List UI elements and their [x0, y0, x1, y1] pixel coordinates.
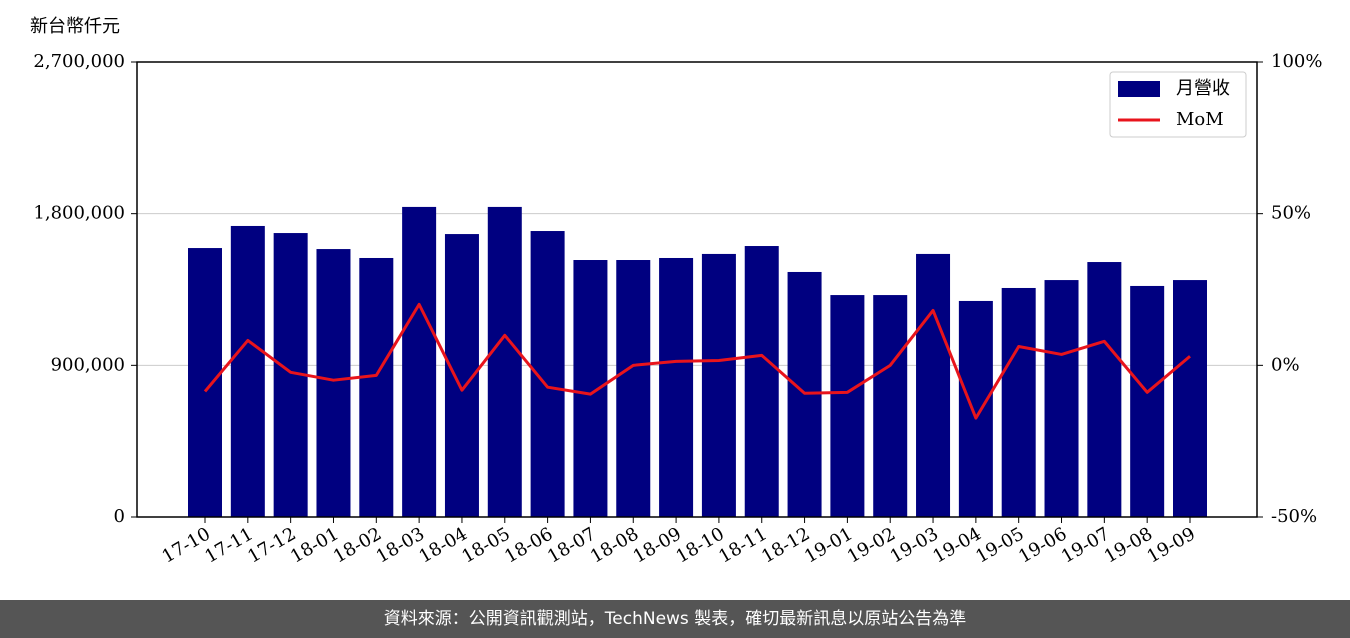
- y-tick-label: 2,700,000: [33, 51, 125, 72]
- y2-tick-label: 100%: [1271, 51, 1322, 72]
- x-tick-label: 18-08: [587, 523, 642, 567]
- legend-label: MoM: [1176, 109, 1224, 130]
- x-tick-label: 19-02: [844, 523, 899, 567]
- legend-label: 月營收: [1176, 78, 1230, 99]
- bar: [316, 249, 351, 518]
- bar: [573, 260, 608, 517]
- x-tick-label: 17-10: [159, 523, 214, 567]
- bar: [359, 257, 394, 517]
- y2-tick-label: 50%: [1271, 203, 1311, 224]
- x-tick-label: 18-11: [715, 523, 770, 567]
- x-tick-label: 19-01: [801, 523, 856, 567]
- bar: [1130, 285, 1165, 517]
- x-tick-label: 19-03: [887, 523, 942, 567]
- footer: 資料來源：公開資訊觀測站，TechNews 製表，確切最新訊息以原站公告為準: [0, 600, 1350, 638]
- bar: [830, 295, 865, 517]
- x-tick-label: 18-07: [544, 523, 599, 567]
- bar: [916, 253, 951, 517]
- x-tick-label: 18-02: [330, 523, 385, 567]
- y-tick-label: 900,000: [51, 354, 125, 375]
- y2-tick-label: -50%: [1271, 506, 1317, 527]
- x-tick-label: 18-01: [287, 523, 342, 567]
- bar: [487, 206, 522, 518]
- y-tick-label: 0: [114, 506, 125, 527]
- legend-swatch: [1118, 81, 1160, 97]
- bar: [1087, 262, 1122, 517]
- bar: [958, 300, 993, 517]
- x-tick-label: 18-03: [373, 523, 428, 567]
- y-tick-label: 1,800,000: [33, 203, 125, 224]
- x-tick-label: 19-04: [929, 523, 984, 567]
- x-tick-label: 18-12: [758, 523, 813, 567]
- x-tick-label: 19-05: [972, 523, 1027, 567]
- x-tick-label: 18-09: [630, 523, 685, 567]
- x-tick-label: 17-12: [244, 523, 299, 567]
- x-tick-label: 19-06: [1015, 523, 1070, 567]
- bar: [188, 248, 222, 518]
- x-tick-label: 19-09: [1144, 523, 1199, 567]
- line: [203, 302, 1191, 420]
- x-tick-label: 18-10: [672, 523, 727, 567]
- bar: [659, 257, 694, 517]
- bar: [402, 206, 437, 518]
- bar: [744, 246, 779, 517]
- x-tick-label: 18-06: [501, 523, 556, 567]
- bar: [616, 260, 651, 517]
- chart: 新台幣仟元 0 900,000 1,800,000 2,700,000 -50% 0% 50…: [30, 16, 1322, 568]
- x-tick-label: 17-11: [201, 523, 256, 567]
- y2-tick-label: 0%: [1271, 354, 1300, 375]
- bar: [873, 295, 908, 517]
- bar: [1173, 280, 1207, 517]
- bar: [701, 253, 736, 517]
- x-tick-label: 18-04: [416, 523, 471, 567]
- bar: [230, 225, 265, 518]
- bar: [1001, 287, 1036, 517]
- bar: [1044, 280, 1079, 517]
- x-tick-label: 19-08: [1101, 523, 1156, 567]
- plot-frame: [136, 61, 1258, 518]
- y-axis-label: 新台幣仟元: [30, 16, 120, 37]
- legend: 月營收 MoM: [1109, 71, 1247, 138]
- x-tick-label: 18-05: [458, 523, 513, 567]
- x-tick-label: 19-07: [1058, 523, 1113, 567]
